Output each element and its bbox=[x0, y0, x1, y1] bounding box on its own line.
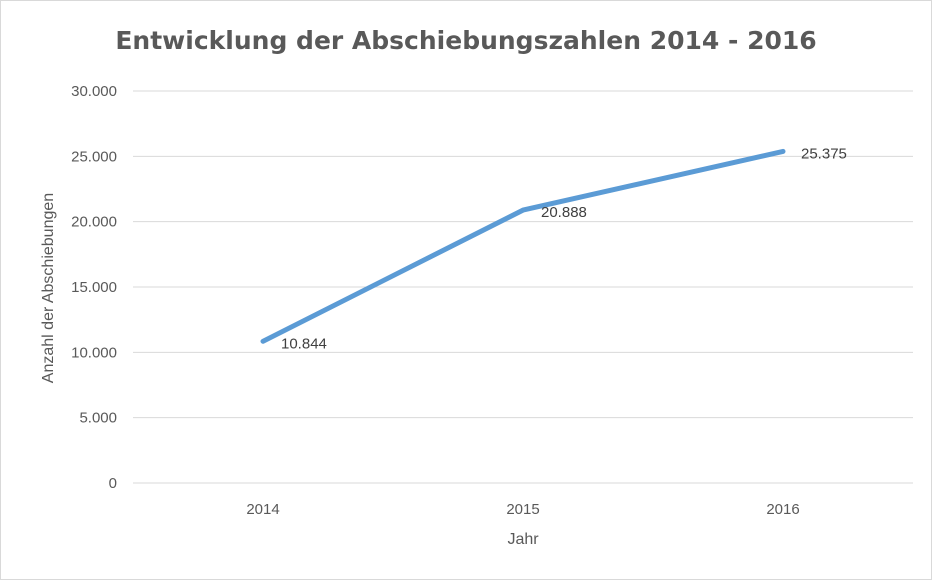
chart-title: Entwicklung der Abschiebungszahlen 2014 … bbox=[115, 26, 816, 55]
y-tick-label: 10.000 bbox=[71, 344, 117, 361]
y-tick-label: 25.000 bbox=[71, 148, 117, 165]
x-tick-label: 2016 bbox=[766, 501, 799, 518]
y-tick-label: 30.000 bbox=[71, 83, 117, 100]
data-labels: 10.844 20.888 25.375 bbox=[281, 145, 847, 352]
y-tick-label: 15.000 bbox=[71, 279, 117, 296]
series-line bbox=[260, 148, 786, 344]
x-tick-label: 2015 bbox=[506, 501, 539, 518]
x-axis-title: Jahr bbox=[507, 531, 539, 548]
series-layer bbox=[260, 148, 786, 344]
x-tick-label: 2014 bbox=[246, 501, 279, 518]
x-axis-ticks: 2014 2015 2016 bbox=[246, 501, 799, 518]
gridlines bbox=[133, 90, 913, 484]
data-label: 25.375 bbox=[801, 145, 847, 162]
y-axis-ticks: 0 5.000 10.000 15.000 20.000 25.000 30.000 bbox=[71, 83, 117, 492]
y-tick-label: 20.000 bbox=[71, 214, 117, 231]
y-axis-title: Anzahl der Abschiebungen bbox=[40, 193, 57, 383]
data-label: 20.888 bbox=[541, 204, 587, 221]
y-tick-label: 0 bbox=[109, 475, 117, 492]
y-tick-label: 5.000 bbox=[79, 410, 117, 427]
data-label: 10.844 bbox=[281, 335, 327, 352]
